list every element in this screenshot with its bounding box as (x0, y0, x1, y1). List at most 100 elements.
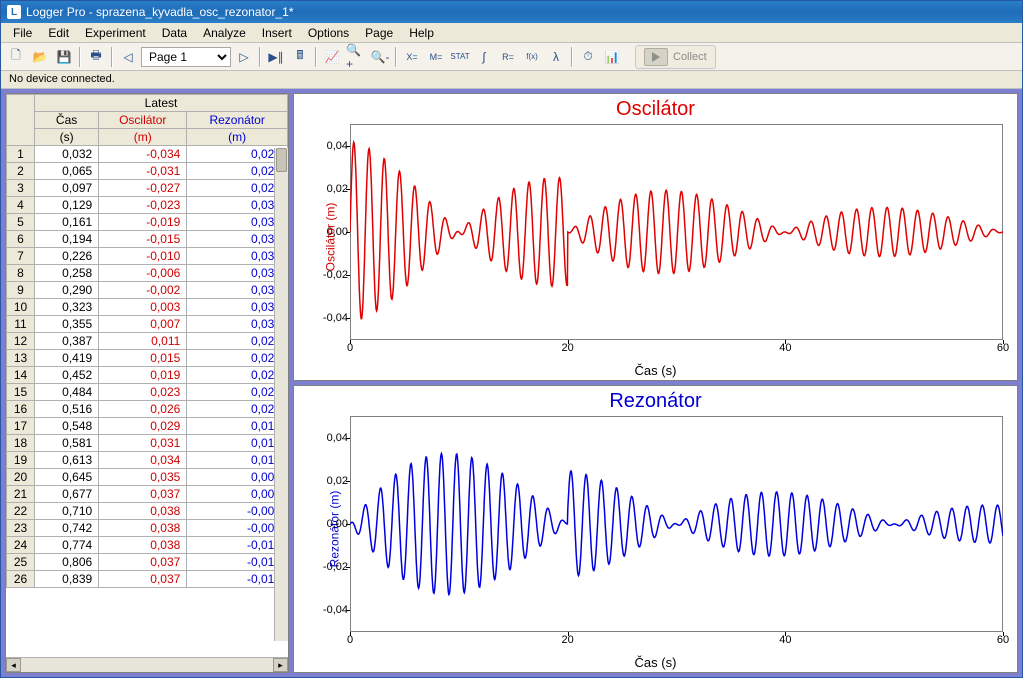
cell-time[interactable]: 0,129 (35, 197, 99, 214)
cell-osc[interactable]: 0,026 (99, 401, 187, 418)
table-row[interactable]: 20,065-0,0310,027 (7, 163, 288, 180)
open-icon[interactable]: 📂 (29, 46, 51, 68)
stats-icon[interactable]: STAT (449, 46, 471, 68)
cell-osc[interactable]: 0,038 (99, 520, 187, 537)
data-table[interactable]: LatestČasOscilátorRezonátor(s)(m)(m)10,0… (6, 94, 288, 588)
print-icon[interactable]: 🖶 (85, 46, 107, 68)
cell-time[interactable]: 0,452 (35, 367, 99, 384)
menu-help[interactable]: Help (401, 25, 442, 41)
row-header[interactable]: 5 (7, 214, 35, 231)
cell-rez[interactable]: 0,033 (187, 265, 288, 282)
cell-rez[interactable]: 0,026 (187, 367, 288, 384)
integral-icon[interactable]: ∫ (473, 46, 495, 68)
row-header[interactable]: 24 (7, 537, 35, 554)
cell-rez[interactable]: -0,010 (187, 537, 288, 554)
cell-osc[interactable]: -0,002 (99, 282, 187, 299)
table-row[interactable]: 70,226-0,0100,033 (7, 248, 288, 265)
cell-rez[interactable]: 0,025 (187, 146, 288, 163)
model-icon[interactable]: λ (545, 46, 567, 68)
next-page-icon[interactable]: ▷ (233, 46, 255, 68)
table-hscroll[interactable]: ◂ ▸ (6, 657, 288, 672)
row-header[interactable]: 2 (7, 163, 35, 180)
table-row[interactable]: 190,6130,0340,010 (7, 452, 288, 469)
table-row[interactable]: 170,5480,0290,017 (7, 418, 288, 435)
cell-time[interactable]: 0,258 (35, 265, 99, 282)
cell-rez[interactable]: 0,003 (187, 486, 288, 503)
cell-osc[interactable]: 0,038 (99, 503, 187, 520)
table-vscroll[interactable] (274, 148, 288, 641)
col-header-2[interactable]: Rezonátor (187, 112, 288, 129)
cell-osc[interactable]: 0,037 (99, 554, 187, 571)
menu-page[interactable]: Page (357, 25, 401, 41)
menu-edit[interactable]: Edit (40, 25, 77, 41)
cell-time[interactable]: 0,161 (35, 214, 99, 231)
menu-data[interactable]: Data (154, 25, 195, 41)
cell-rez[interactable]: -0,002 (187, 503, 288, 520)
menu-insert[interactable]: Insert (254, 25, 300, 41)
cell-rez[interactable]: 0,017 (187, 418, 288, 435)
cell-osc[interactable]: 0,031 (99, 435, 187, 452)
cell-osc[interactable]: -0,010 (99, 248, 187, 265)
table-row[interactable]: 180,5810,0310,014 (7, 435, 288, 452)
cell-rez[interactable]: 0,033 (187, 231, 288, 248)
cell-osc[interactable]: 0,011 (99, 333, 187, 350)
row-header[interactable]: 1 (7, 146, 35, 163)
chart-xlabel[interactable]: Čas (s) (294, 655, 1017, 670)
cell-rez[interactable]: 0,014 (187, 435, 288, 452)
cell-rez[interactable]: 0,023 (187, 384, 288, 401)
row-header[interactable]: 10 (7, 299, 35, 316)
cell-osc[interactable]: -0,019 (99, 214, 187, 231)
row-header[interactable]: 21 (7, 486, 35, 503)
cell-time[interactable]: 0,419 (35, 350, 99, 367)
row-header[interactable]: 26 (7, 571, 35, 588)
cell-osc[interactable]: 0,029 (99, 418, 187, 435)
col-header-0[interactable]: Čas (35, 112, 99, 129)
row-header[interactable]: 20 (7, 469, 35, 486)
row-header[interactable]: 3 (7, 180, 35, 197)
table-row[interactable]: 220,7100,038-0,002 (7, 503, 288, 520)
cell-rez[interactable]: 0,006 (187, 469, 288, 486)
cell-rez[interactable]: 0,031 (187, 197, 288, 214)
row-header[interactable]: 14 (7, 367, 35, 384)
cell-time[interactable]: 0,290 (35, 282, 99, 299)
tangent-icon[interactable]: M= (425, 46, 447, 68)
cell-osc[interactable]: 0,015 (99, 350, 187, 367)
row-header[interactable]: 17 (7, 418, 35, 435)
table-row[interactable]: 250,8060,037-0,013 (7, 554, 288, 571)
linear-fit-icon[interactable]: R= (497, 46, 519, 68)
cell-osc[interactable]: -0,015 (99, 231, 187, 248)
cell-osc[interactable]: 0,035 (99, 469, 187, 486)
table-row[interactable]: 260,8390,037-0,017 (7, 571, 288, 588)
scroll-left-icon[interactable]: ◂ (6, 658, 21, 672)
row-header[interactable]: 19 (7, 452, 35, 469)
cell-rez[interactable]: 0,032 (187, 214, 288, 231)
table-row[interactable]: 230,7420,038-0,006 (7, 520, 288, 537)
menu-file[interactable]: File (5, 25, 40, 41)
cell-time[interactable]: 0,323 (35, 299, 99, 316)
table-row[interactable]: 130,4190,0150,028 (7, 350, 288, 367)
cell-time[interactable]: 0,032 (35, 146, 99, 163)
cell-osc[interactable]: -0,034 (99, 146, 187, 163)
table-row[interactable]: 30,097-0,0270,029 (7, 180, 288, 197)
cell-osc[interactable]: -0,031 (99, 163, 187, 180)
row-header[interactable]: 6 (7, 231, 35, 248)
chart-rezonator[interactable]: RezonátorRezonátor (m)Čas (s)-0,04-0,020… (293, 385, 1018, 673)
cell-time[interactable]: 0,742 (35, 520, 99, 537)
examine-icon[interactable]: X= (401, 46, 423, 68)
row-header[interactable]: 22 (7, 503, 35, 520)
cell-osc[interactable]: 0,007 (99, 316, 187, 333)
row-header[interactable]: 13 (7, 350, 35, 367)
cell-rez[interactable]: 0,031 (187, 316, 288, 333)
table-row[interactable]: 90,290-0,0020,033 (7, 282, 288, 299)
cell-time[interactable]: 0,065 (35, 163, 99, 180)
cell-osc[interactable]: 0,038 (99, 537, 187, 554)
row-header[interactable]: 12 (7, 333, 35, 350)
cell-time[interactable]: 0,097 (35, 180, 99, 197)
cell-rez[interactable]: 0,010 (187, 452, 288, 469)
chart-xlabel[interactable]: Čas (s) (294, 363, 1017, 378)
cell-time[interactable]: 0,226 (35, 248, 99, 265)
cell-rez[interactable]: -0,013 (187, 554, 288, 571)
cell-time[interactable]: 0,516 (35, 401, 99, 418)
page-select[interactable]: Page 1 (141, 47, 231, 67)
new-icon[interactable]: 🗋 (5, 46, 27, 68)
